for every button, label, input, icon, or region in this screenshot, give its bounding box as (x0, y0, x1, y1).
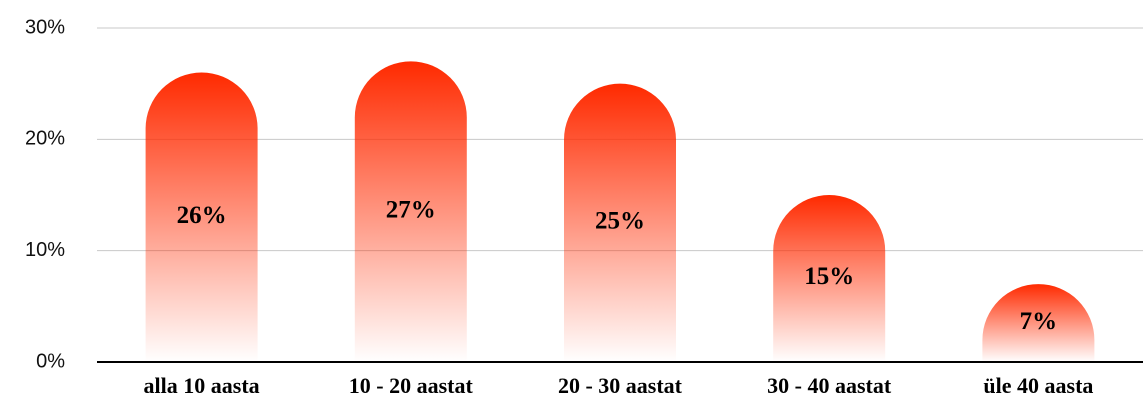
y-tick-label: 0% (36, 350, 65, 372)
x-tick-label: 20 - 30 aastat (558, 373, 683, 398)
value-label: 25% (595, 208, 645, 235)
bar (564, 83, 676, 362)
x-tick-label: 10 - 20 aastat (349, 373, 474, 398)
value-label: 7% (1020, 308, 1058, 335)
value-label: 26% (177, 202, 227, 229)
x-tick-label: alla 10 aasta (144, 373, 260, 398)
y-tick-label: 30% (25, 16, 65, 38)
y-tick-label: 10% (25, 239, 65, 261)
y-tick-label: 20% (25, 128, 65, 150)
bar (354, 61, 467, 363)
x-tick-label: 30 - 40 aastat (767, 373, 892, 398)
x-tick-label: üle 40 aasta (983, 373, 1093, 398)
value-label: 15% (804, 263, 854, 290)
value-label: 27% (386, 196, 436, 223)
bar (982, 284, 1095, 362)
bar (145, 72, 258, 363)
bar (773, 195, 886, 362)
